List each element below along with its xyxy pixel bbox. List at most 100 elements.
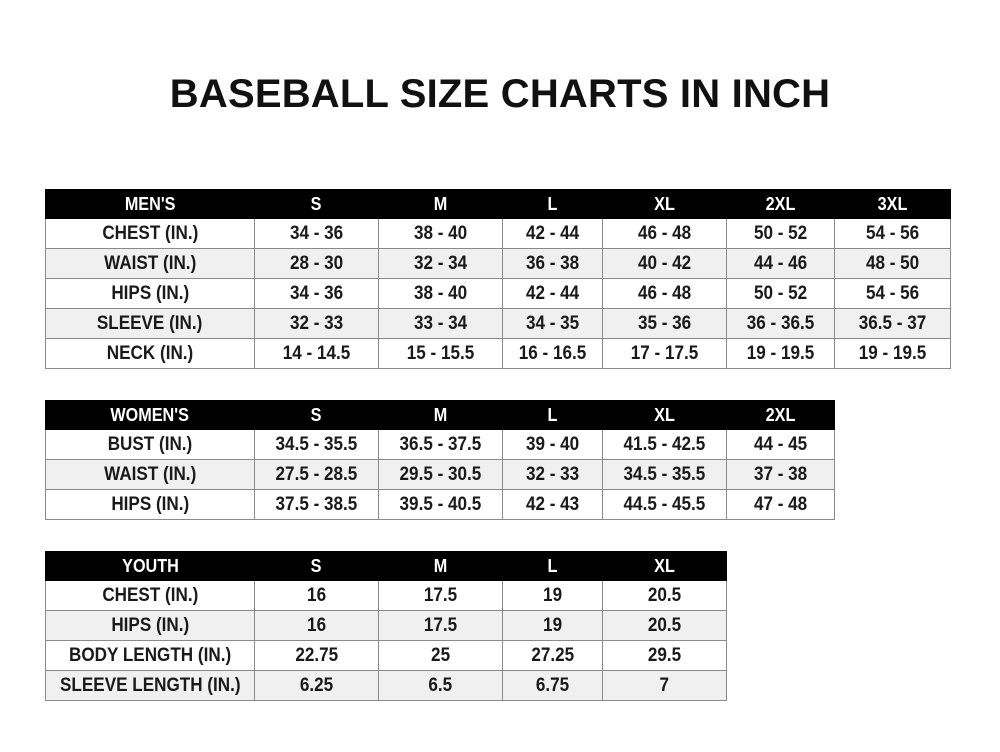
size-value-cell: 25 [378, 640, 503, 671]
cell-text: 6.25 [299, 674, 334, 696]
cell-text: 34.5 - 35.5 [623, 463, 706, 485]
cell-text: 40 - 42 [637, 252, 692, 274]
size-value-cell: 19 - 19.5 [726, 338, 835, 369]
size-value-cell: 36 - 38 [502, 248, 603, 279]
page-title: BASEBALL SIZE CHARTS IN INCH [169, 72, 831, 116]
size-value-cell: 39 - 40 [502, 429, 603, 460]
size-value-cell: 19 [502, 580, 603, 611]
size-value-cell: 44 - 45 [726, 429, 835, 460]
cell-text: BODY LENGTH (IN.) [68, 644, 232, 666]
cell-text: 39.5 - 40.5 [399, 493, 482, 515]
header-text: 2XL [765, 404, 796, 425]
measurement-label-cell: HIPS (IN.) [45, 610, 255, 641]
cell-text: 19 - 19.5 [858, 342, 927, 364]
cell-text: CHEST (IN.) [102, 584, 198, 606]
size-value-cell: 34.5 - 35.5 [254, 429, 379, 460]
table-row: WAIST (IN.) 27.5 - 28.5 29.5 - 30.5 32 - 33… [45, 459, 835, 490]
cell-text: 7 [659, 674, 670, 696]
size-value-cell: 38 - 40 [378, 218, 503, 249]
cell-text: 41.5 - 42.5 [623, 433, 706, 455]
size-value-cell: 34 - 36 [254, 278, 379, 309]
size-column-header: 3XL [834, 189, 951, 219]
size-value-cell: 48 - 50 [834, 248, 951, 279]
cell-text: 47 - 48 [753, 493, 808, 515]
size-value-cell: 17.5 [378, 610, 503, 641]
cell-text: 28 - 30 [289, 252, 344, 274]
size-value-cell: 40 - 42 [602, 248, 727, 279]
measurement-label-cell: CHEST (IN.) [45, 218, 255, 249]
cell-text: 20.5 [647, 614, 682, 636]
header-text: 3XL [877, 193, 908, 214]
table-row: BUST (IN.) 34.5 - 35.5 36.5 - 37.5 39 - 40 4… [45, 429, 835, 460]
youth-size-table: YOUTH S M L XL CHEST (IN.) 16 17.5 19 20.5 HIPS (I… [45, 551, 727, 701]
size-value-cell: 54 - 56 [834, 278, 951, 309]
cell-text: 34 - 36 [289, 282, 344, 304]
size-column-header: L [502, 189, 603, 219]
header-text: MEN'S [124, 193, 176, 214]
cell-text: 14 - 14.5 [282, 342, 351, 364]
cell-text: 54 - 56 [865, 222, 920, 244]
size-value-cell: 29.5 - 30.5 [378, 459, 503, 490]
cell-text: 33 - 34 [413, 312, 468, 334]
size-value-cell: 42 - 43 [502, 489, 603, 520]
table-category-header: YOUTH [45, 551, 255, 581]
size-value-cell: 39.5 - 40.5 [378, 489, 503, 520]
cell-text: 44 - 46 [753, 252, 808, 274]
womens-size-table: WOMEN'S S M L XL 2XL BUST (IN.) 34.5 - 35.5 36.5… [45, 400, 835, 520]
size-value-cell: 41.5 - 42.5 [602, 429, 727, 460]
table-category-header: WOMEN'S [45, 400, 255, 430]
cell-text: HIPS (IN.) [111, 493, 189, 515]
cell-text: 36.5 - 37 [858, 312, 927, 334]
size-value-cell: 28 - 30 [254, 248, 379, 279]
cell-text: SLEEVE (IN.) [97, 312, 203, 334]
size-value-cell: 32 - 34 [378, 248, 503, 279]
cell-text: 34 - 35 [525, 312, 580, 334]
cell-text: 34 - 36 [289, 222, 344, 244]
table-row: HIPS (IN.) 16 17.5 19 20.5 [45, 610, 727, 641]
size-column-header: S [254, 400, 379, 430]
cell-text: 17 - 17.5 [630, 342, 699, 364]
cell-text: 27.25 [531, 644, 574, 666]
size-value-cell: 14 - 14.5 [254, 338, 379, 369]
size-value-cell: 6.5 [378, 670, 503, 701]
cell-text: NECK (IN.) [106, 342, 194, 364]
cell-text: 32 - 33 [289, 312, 344, 334]
header-text: YOUTH [121, 555, 179, 576]
size-column-header: 2XL [726, 400, 835, 430]
header-row: MEN'S S M L XL 2XL 3XL [45, 189, 951, 219]
size-value-cell: 34.5 - 35.5 [602, 459, 727, 490]
measurement-label-cell: SLEEVE (IN.) [45, 308, 255, 339]
cell-text: 35 - 36 [637, 312, 692, 334]
cell-text: 32 - 34 [413, 252, 468, 274]
size-column-header: L [502, 400, 603, 430]
cell-text: 20.5 [647, 584, 682, 606]
cell-text: 29.5 - 30.5 [399, 463, 482, 485]
cell-text: 48 - 50 [865, 252, 920, 274]
table-row: CHEST (IN.) 34 - 36 38 - 40 42 - 44 46 - 48 5… [45, 218, 951, 249]
size-value-cell: 6.25 [254, 670, 379, 701]
cell-text: 36 - 36.5 [746, 312, 815, 334]
size-value-cell: 16 - 16.5 [502, 338, 603, 369]
size-value-cell: 54 - 56 [834, 218, 951, 249]
cell-text: 16 - 16.5 [518, 342, 587, 364]
size-column-header: XL [602, 551, 727, 581]
table-row: HIPS (IN.) 37.5 - 38.5 39.5 - 40.5 42 - 43 4… [45, 489, 835, 520]
measurement-label-cell: BUST (IN.) [45, 429, 255, 460]
size-value-cell: 34 - 36 [254, 218, 379, 249]
cell-text: 16 [306, 614, 327, 636]
table-row: SLEEVE (IN.) 32 - 33 33 - 34 34 - 35 35 - 36… [45, 308, 951, 339]
table-row: BODY LENGTH (IN.) 22.75 25 27.25 29.5 [45, 640, 727, 671]
table-row: HIPS (IN.) 34 - 36 38 - 40 42 - 44 46 - 48 50… [45, 278, 951, 309]
table-category-header: MEN'S [45, 189, 255, 219]
cell-text: 42 - 43 [525, 493, 580, 515]
size-column-header: M [378, 551, 503, 581]
cell-text: BUST (IN.) [107, 433, 193, 455]
cell-text: 50 - 52 [753, 282, 808, 304]
table-row: CHEST (IN.) 16 17.5 19 20.5 [45, 580, 727, 611]
measurement-label-cell: HIPS (IN.) [45, 489, 255, 520]
size-value-cell: 42 - 44 [502, 278, 603, 309]
cell-text: 27.5 - 28.5 [275, 463, 358, 485]
size-value-cell: 36.5 - 37.5 [378, 429, 503, 460]
size-value-cell: 20.5 [602, 580, 727, 611]
cell-text: 50 - 52 [753, 222, 808, 244]
